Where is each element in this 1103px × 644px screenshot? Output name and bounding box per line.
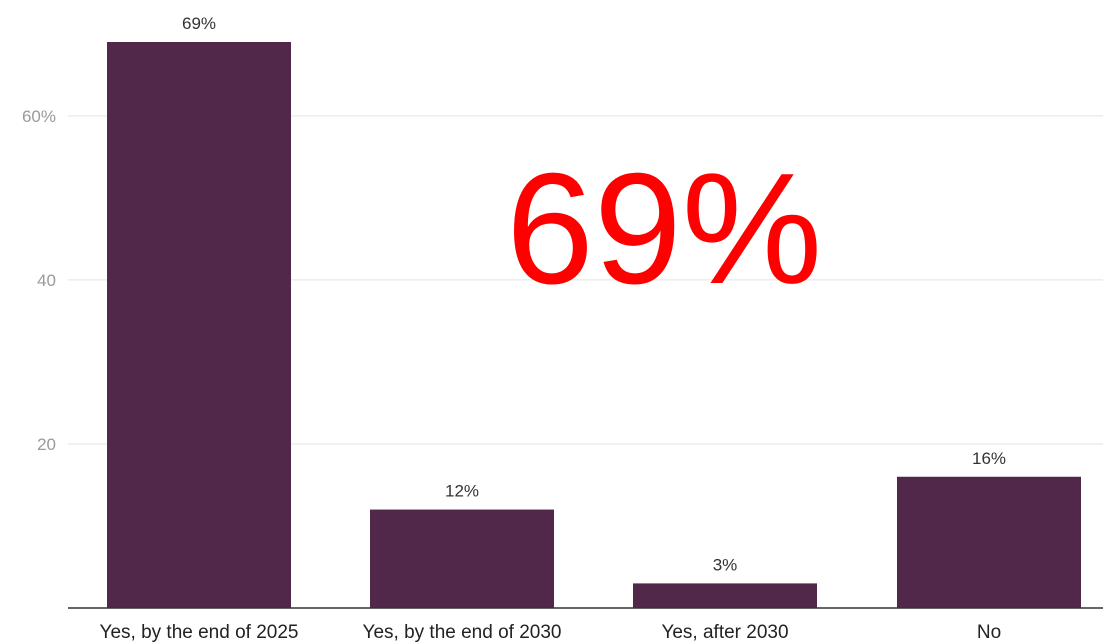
x-axis-category-labels: Yes, by the end of 2025 Yes, by the end o… xyxy=(100,622,1002,643)
y-tick-label: 20 xyxy=(37,435,56,454)
bar-value-label: 69% xyxy=(182,14,216,33)
bar xyxy=(370,509,554,608)
overlay-percentage-text: 69% xyxy=(506,141,823,317)
bar-value-label: 16% xyxy=(972,449,1006,468)
category-label: Yes, by the end of 2030 xyxy=(363,622,562,643)
bar-value-label: 3% xyxy=(713,555,738,574)
bar-value-label: 12% xyxy=(445,482,479,501)
y-tick-label: 40 xyxy=(37,271,56,290)
bar xyxy=(107,42,291,608)
category-label: Yes, by the end of 2025 xyxy=(100,622,299,643)
bar xyxy=(897,476,1081,608)
category-label: Yes, after 2030 xyxy=(661,622,788,643)
value-labels: 69% 12% 3% 16% xyxy=(182,14,1006,574)
y-axis-ticks: 20 40 60% xyxy=(22,107,56,454)
bars xyxy=(107,42,1081,608)
category-label: No xyxy=(977,622,1001,643)
y-tick-label: 60% xyxy=(22,107,56,126)
bar xyxy=(633,583,817,608)
